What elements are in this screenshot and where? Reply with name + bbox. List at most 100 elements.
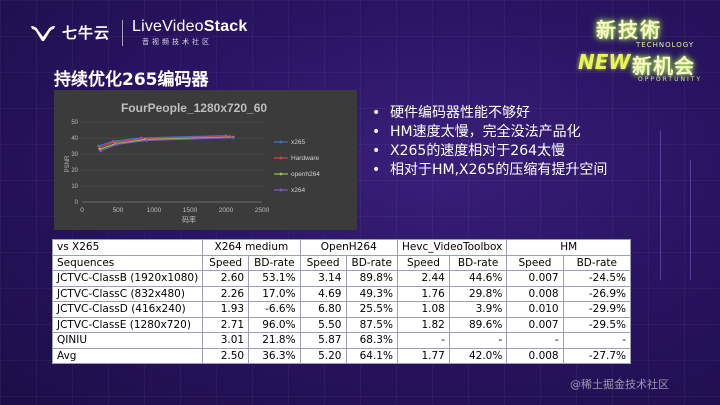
table-cell: 87.5% bbox=[345, 316, 398, 333]
table-cell: JCTVC-ClassD (416x240) bbox=[51, 301, 204, 318]
lvs-main-prefix: LiveVideo bbox=[132, 18, 204, 35]
livevideostack-logo: LiveVideoStack 音视频技术社区 bbox=[132, 18, 248, 47]
table-cell: 36.3% bbox=[248, 347, 301, 364]
table-header-cell: OpenH264 bbox=[299, 239, 398, 256]
chart-point bbox=[99, 149, 103, 153]
chart-x-tick: 500 bbox=[113, 207, 124, 214]
table-header-cell: X264 medium bbox=[202, 239, 301, 256]
table-cell: 0.008 bbox=[506, 285, 564, 302]
table-cell: 21.8% bbox=[248, 332, 301, 349]
chart-legend-marker bbox=[279, 172, 283, 176]
lvs-subtitle: 音视频技术社区 bbox=[142, 38, 212, 46]
qiniu-text: 七牛云 bbox=[62, 24, 111, 42]
line-chart: FourPeople_1280x720_60 PSNR 码率 0 10 20 30 40… bbox=[65, 101, 320, 224]
table-cell: 2.26 bbox=[202, 285, 250, 302]
table-cell: -29.9% bbox=[562, 301, 632, 318]
chart-legend-label: openh264 bbox=[291, 171, 320, 178]
table-cell: 89.8% bbox=[345, 270, 398, 287]
chart-legend-marker bbox=[279, 188, 283, 192]
qiniu-logo: 七牛云 bbox=[30, 22, 110, 43]
chart-y-tick: 30 bbox=[71, 152, 78, 158]
chart-legend-label: x265 bbox=[291, 139, 305, 146]
table-cell: 25.5% bbox=[345, 301, 398, 318]
table-header-row: vs X265 X264 medium OpenH264 Hevc_VideoTool… bbox=[51, 239, 631, 256]
chart-y-tick: 20 bbox=[71, 168, 78, 174]
table-cell: 1.77 bbox=[396, 347, 450, 364]
chart-legend-marker bbox=[279, 140, 283, 144]
chart-x-label: 码率 bbox=[182, 215, 196, 224]
table-cell: 2.50 bbox=[202, 347, 250, 364]
chart-x-tick: 2000 bbox=[219, 207, 234, 214]
table-cell: 4.69 bbox=[299, 285, 347, 302]
table-cell: 17.0% bbox=[248, 285, 301, 302]
event-logo-line1: 新技術 bbox=[596, 18, 662, 42]
watermark: @稀土掘金技术社区 bbox=[570, 378, 669, 391]
table-cell: 44.6% bbox=[448, 270, 508, 287]
table-header-cell: HM bbox=[506, 239, 631, 256]
header-divider bbox=[122, 20, 123, 46]
comparison-table: vs X265 X264 medium OpenH264 Hevc_VideoTool… bbox=[51, 239, 632, 364]
chart-legend-marker bbox=[279, 156, 283, 160]
table-row: QINIU 3.01 21.8% 5.87 68.3% - - - - bbox=[51, 332, 632, 349]
table-cell: 64.1% bbox=[345, 347, 398, 364]
table-cell: 42.0% bbox=[448, 347, 508, 364]
table-cell: -29.5% bbox=[562, 316, 632, 333]
table-cell: 0.008 bbox=[506, 347, 564, 364]
table-header-cell: Hevc_VideoToolbox bbox=[396, 239, 508, 256]
chart-series-line bbox=[99, 135, 230, 149]
table-cell: 96.0% bbox=[248, 316, 301, 333]
table-subheader-row: Sequences Speed BD-rate Speed BD-rate Speed BD… bbox=[51, 254, 632, 271]
table-subheader-cell: Speed bbox=[506, 254, 564, 271]
decorative-line bbox=[690, 160, 691, 280]
table-subheader-cell: BD-rate bbox=[448, 254, 508, 271]
chart-point bbox=[145, 139, 149, 142]
table-cell: QINIU bbox=[51, 332, 204, 349]
table-subheader-cell: Speed bbox=[396, 254, 450, 271]
table-cell: 2.71 bbox=[202, 316, 250, 333]
table-cell: JCTVC-ClassC (832x480) bbox=[51, 285, 204, 302]
table-cell: 0.010 bbox=[506, 301, 564, 318]
table-header-cell: vs X265 bbox=[51, 239, 204, 256]
decorative-line bbox=[660, 130, 661, 280]
table-cell: 2.60 bbox=[202, 270, 250, 287]
table-cell: -27.7% bbox=[562, 347, 632, 364]
table-cell: - bbox=[506, 332, 564, 349]
event-logo: 新技術 TECHNOLOGY NEW 新机会 OPPORTUNITY bbox=[578, 14, 710, 88]
qiniu-mark-icon bbox=[31, 25, 55, 41]
table-cell: 3.01 bbox=[202, 332, 250, 349]
chart-y-tick: 40 bbox=[71, 136, 78, 142]
slide-title: 持续优化265编码器 bbox=[54, 70, 209, 90]
table-cell: 5.20 bbox=[299, 347, 347, 364]
table-cell: 2.44 bbox=[396, 270, 450, 287]
event-logo-line2: 新机会 bbox=[632, 54, 695, 78]
chart-x-tick: 2500 bbox=[255, 207, 270, 214]
table-cell: 1.93 bbox=[202, 301, 250, 318]
table-subheader-cell: Speed bbox=[299, 254, 347, 271]
table-cell: 1.76 bbox=[396, 285, 450, 302]
bullet-item: HM速度太慢，完全没法产品化 bbox=[368, 123, 668, 142]
table-cell: 5.50 bbox=[299, 316, 347, 333]
table-cell: 49.3% bbox=[345, 285, 398, 302]
table-cell: Avg bbox=[51, 347, 204, 364]
table-cell: -26.9% bbox=[562, 285, 632, 302]
table-row: JCTVC-ClassD (416x240) 1.93 -6.6% 6.80 25.5%… bbox=[51, 301, 632, 318]
chart-panel: FourPeople_1280x720_60 PSNR 码率 0 10 20 30 40… bbox=[54, 90, 357, 230]
chart-series-line bbox=[100, 137, 234, 152]
table-subheader-cell: Sequences bbox=[51, 254, 204, 271]
chart-point bbox=[231, 136, 235, 140]
table-cell: 3.9% bbox=[448, 301, 508, 318]
chart-title: FourPeople_1280x720_60 bbox=[121, 101, 267, 115]
table-subheader-cell: BD-rate bbox=[345, 254, 398, 271]
chart-point bbox=[115, 143, 118, 146]
event-logo-new: NEW bbox=[578, 50, 631, 74]
chart-series-line bbox=[99, 136, 234, 150]
event-logo-opportunity: OPPORTUNITY bbox=[638, 76, 703, 83]
table-cell: 6.80 bbox=[299, 301, 347, 318]
table-cell: 0.007 bbox=[506, 270, 564, 287]
table-cell: 89.6% bbox=[448, 316, 508, 333]
table-row: JCTVC-ClassB (1920x1080) 2.60 53.1% 3.14 89.… bbox=[51, 270, 632, 287]
table-row: JCTVC-ClassC (832x480) 2.26 17.0% 4.69 49.3%… bbox=[51, 285, 632, 302]
chart-y-tick: 50 bbox=[71, 120, 78, 126]
table-cell: -6.6% bbox=[248, 301, 301, 318]
table-cell: 1.82 bbox=[396, 316, 450, 333]
